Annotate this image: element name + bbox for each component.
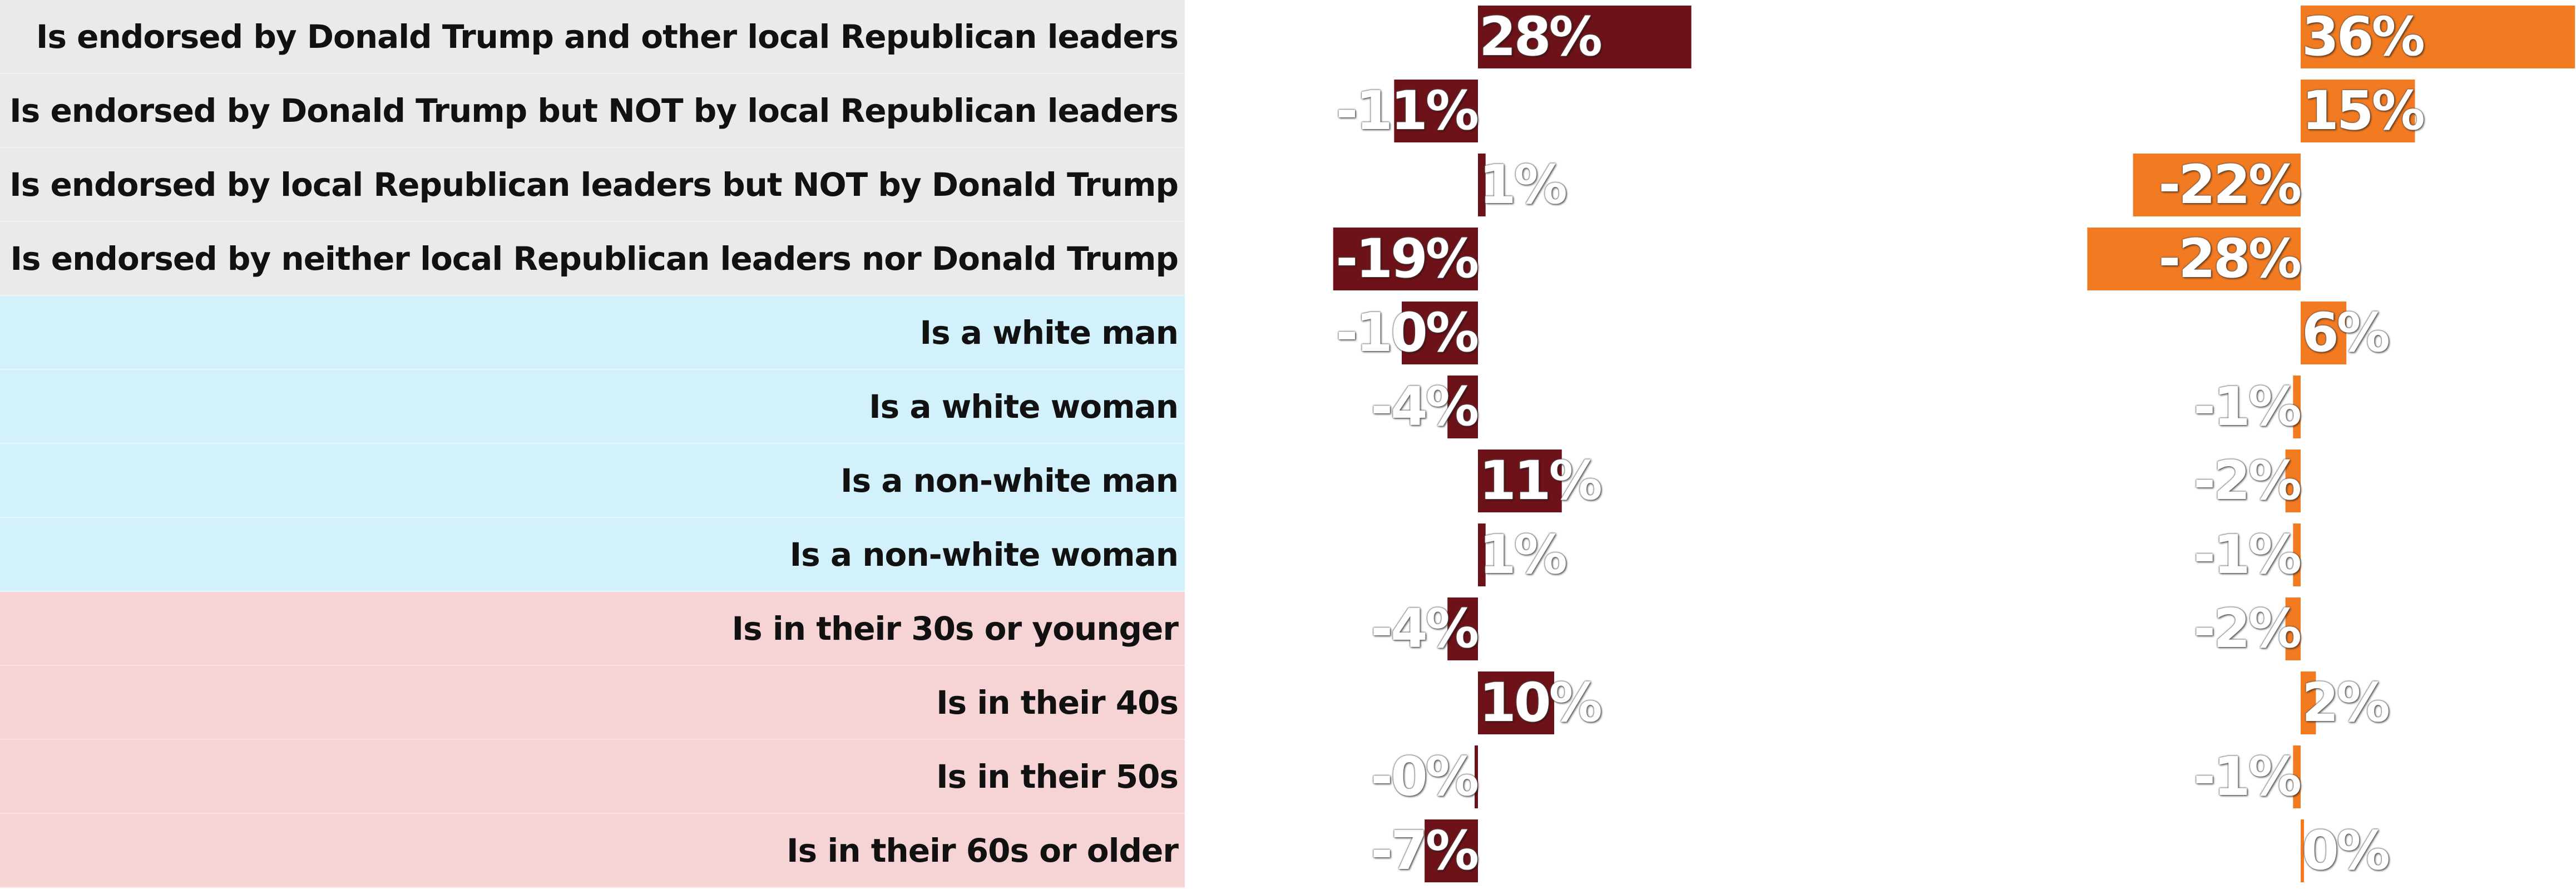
bar (1333, 228, 1478, 290)
category-row: Is in their 40s (0, 666, 1185, 740)
category-row: Is endorsed by Donald Trump but NOT by l… (0, 74, 1185, 148)
data-label: -4% (1371, 597, 1479, 660)
data-label: -11% (1336, 80, 1479, 142)
bar (1478, 523, 1486, 586)
bar (2293, 376, 2301, 438)
category-row: Is in their 30s or younger (0, 592, 1185, 666)
bar (1475, 745, 1478, 808)
data-label: 0% (2302, 819, 2390, 882)
category-row: Is endorsed by neither local Republican … (0, 222, 1185, 296)
category-row: Is a non-white man (0, 444, 1185, 518)
bar (1478, 154, 1486, 216)
bar (1478, 671, 1554, 734)
data-label: 6% (2302, 302, 2390, 364)
category-label: Is a white woman (869, 388, 1179, 426)
data-label: -1% (2193, 376, 2302, 438)
bar (1394, 80, 1478, 142)
category-row: Is a non-white woman (0, 518, 1185, 592)
bar (2301, 671, 2316, 734)
bar (2293, 745, 2301, 808)
category-label: Is a white man (919, 314, 1179, 352)
data-label: -28% (2158, 228, 2302, 290)
bar (2301, 819, 2304, 882)
bar (2285, 597, 2301, 660)
category-label: Is a non-white woman (789, 536, 1179, 574)
data-label: 36% (2302, 6, 2425, 68)
data-label: 2% (2302, 671, 2390, 734)
bar (2087, 228, 2301, 290)
bar (1447, 597, 1478, 660)
data-label: 28% (1479, 6, 1603, 68)
category-row: Is a white man (0, 296, 1185, 370)
category-label: Is endorsed by local Republican leaders … (9, 166, 1179, 204)
category-label: Is endorsed by Donald Trump but NOT by l… (9, 92, 1179, 130)
bar (2301, 80, 2415, 142)
data-label: -0% (1371, 745, 1479, 808)
data-label: 1% (1479, 154, 1568, 216)
data-label: 10% (1479, 671, 1603, 734)
data-label: -4% (1371, 376, 1479, 438)
bar (1478, 450, 1562, 512)
bar (1447, 376, 1478, 438)
data-label: -1% (2193, 745, 2302, 808)
data-label: -2% (2193, 597, 2302, 660)
data-label: -22% (2158, 154, 2302, 216)
bar (1478, 6, 1692, 68)
data-label: -1% (2193, 523, 2302, 586)
data-label: 1% (1479, 523, 1568, 586)
category-label: Is endorsed by Donald Trump and other lo… (36, 18, 1179, 56)
data-label: 11% (1479, 450, 1603, 512)
bar (2301, 302, 2347, 364)
data-label: -7% (1371, 819, 1479, 882)
category-row: Is a white woman (0, 370, 1185, 444)
bar (2285, 450, 2301, 512)
bar (2293, 523, 2301, 586)
category-label: Is a non-white man (840, 462, 1179, 500)
category-row: Is endorsed by local Republican leaders … (0, 148, 1185, 222)
category-label: Is in their 50s (936, 758, 1179, 796)
bar (1402, 302, 1478, 364)
data-label: 15% (2302, 80, 2425, 142)
category-label: Is endorsed by neither local Republican … (10, 240, 1179, 278)
data-label: -10% (1336, 302, 1479, 364)
category-label: Is in their 40s (936, 684, 1179, 722)
data-label: -19% (1336, 228, 1479, 290)
bar (1425, 819, 1478, 882)
category-label: Is in their 30s or younger (731, 610, 1179, 648)
bar (2133, 154, 2301, 216)
category-row: Is in their 60s or older (0, 814, 1185, 888)
data-label: -2% (2193, 450, 2302, 512)
category-row: Is endorsed by Donald Trump and other lo… (0, 0, 1185, 74)
category-row: Is in their 50s (0, 740, 1185, 814)
category-label: Is in their 60s or older (787, 832, 1179, 870)
bar (2301, 6, 2575, 68)
